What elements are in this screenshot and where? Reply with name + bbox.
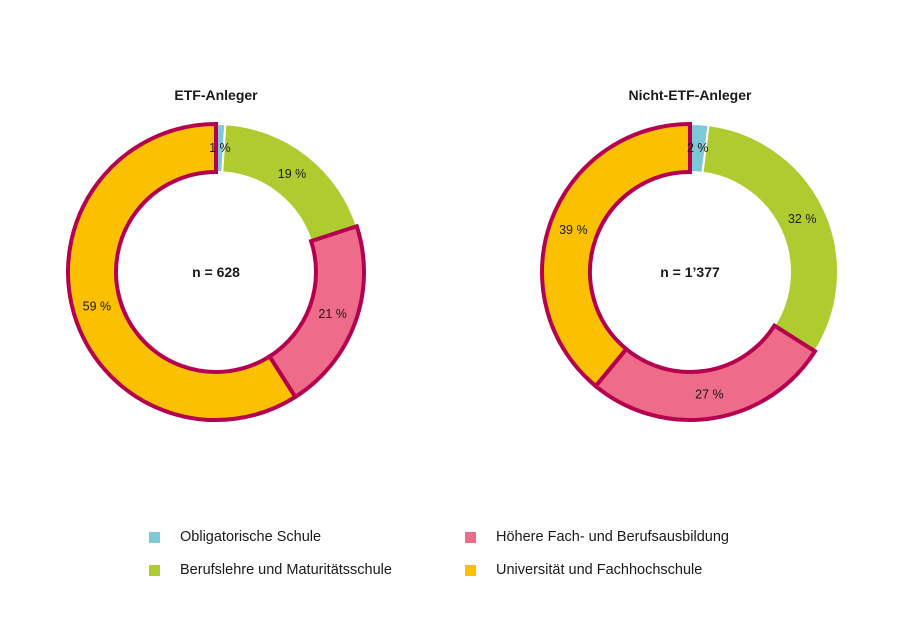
slice-label-berufslehre-und-maturitatsschule: 19 % [278,167,307,181]
sample-size-label: n = 628 [192,264,240,280]
slice-berufslehre-und-maturitatsschule [221,123,359,243]
slice-label-universitat-und-fachhochschule: 39 % [559,223,588,237]
legend-swatch [465,564,476,576]
chart-title: Nicht-ETF-Anleger [629,87,752,103]
legend-item-berufslehre-und-maturitaetsschule: Berufslehre und Maturitätsschule [149,562,392,578]
slice-label-obligatorische-schule: 1 % [209,141,231,155]
legend-item-universitaet-und-fachhochschule: Universität und Fachhochschule [465,562,702,578]
slice-hohere-fach-und-berufsausbildung [266,223,366,400]
slice-universitat-und-fachhochschule [66,121,299,422]
legend-swatch [149,531,160,543]
legend-item-hoehere-fach-und-berufsausbildung: Höhere Fach- und Berufsausbildung [465,529,729,545]
legend-label: Höhere Fach- und Berufsausbildung [496,529,729,545]
slice-hohere-fach-und-berufsausbildung [592,322,818,422]
slice-label-universitat-und-fachhochschule: 59 % [83,300,112,314]
slice-label-berufslehre-und-maturitatsschule: 32 % [788,212,817,226]
slice-berufslehre-und-maturitatsschule [701,124,839,353]
legend-swatch [149,564,160,576]
legend-item-obligatorische-schule: Obligatorische Schule [149,529,321,545]
legend-label: Obligatorische Schule [180,529,322,545]
legend-label: Universität und Fachhochschule [496,562,703,578]
sample-size-label: n = 1’377 [660,264,720,280]
slice-label-obligatorische-schule: 2 % [687,141,709,155]
donut-chart-nicht-etf-anleger: Nicht-ETF-Anleger 2 % 32 % 27 % 39 % n = 1’… [540,87,839,422]
donut-chart-etf-anleger: ETF-Anleger 1 % 19 % 21 % 59 % n = 628 [66,87,366,422]
chart-title: ETF-Anleger [174,87,258,103]
slice-label-hohere-fach-und-berufsausbildung: 21 % [318,307,347,321]
slice-universitat-und-fachhochschule [540,121,692,389]
slice-label-hohere-fach-und-berufsausbildung: 27 % [695,387,724,401]
legend-label: Berufslehre und Maturitätsschule [180,562,392,578]
legend-swatch [465,531,476,543]
